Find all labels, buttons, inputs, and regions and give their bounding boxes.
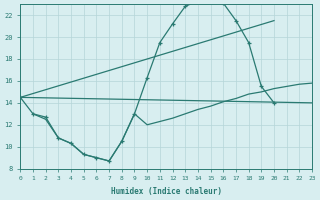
X-axis label: Humidex (Indice chaleur): Humidex (Indice chaleur)	[111, 187, 222, 196]
